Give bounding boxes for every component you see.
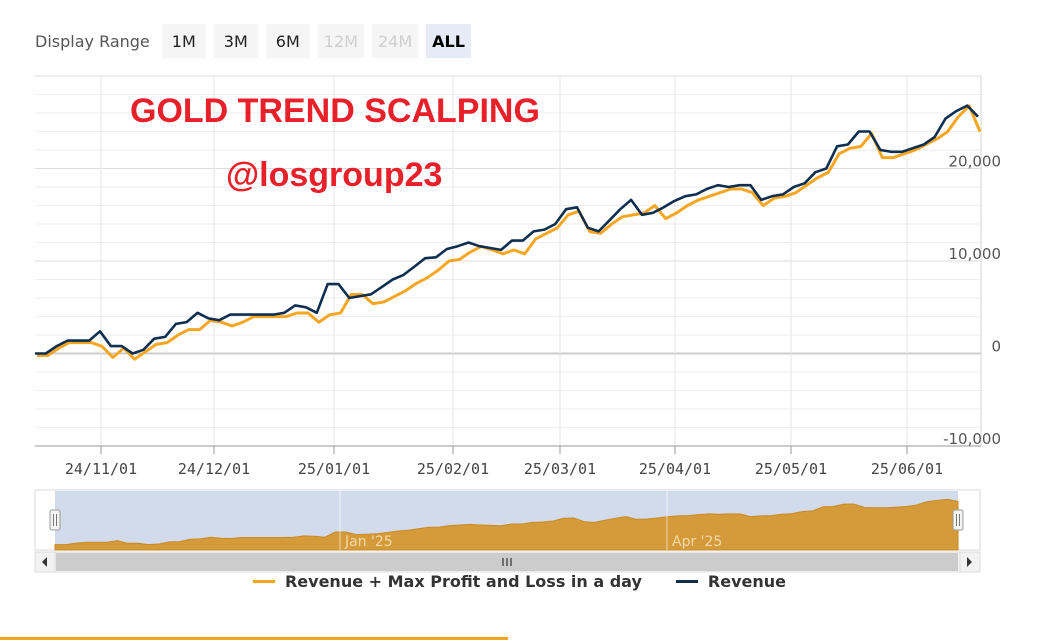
navigator-left-handle[interactable] xyxy=(49,509,61,531)
legend-item-max-pl[interactable]: Revenue + Max Profit and Loss in a day xyxy=(252,571,642,591)
grid-lines xyxy=(35,75,982,447)
legend-label-max-pl: Revenue + Max Profit and Loss in a day xyxy=(284,571,642,591)
overlay-title: GOLD TREND SCALPING xyxy=(130,92,540,130)
x-tick-label: 25/01/01 xyxy=(298,460,370,478)
x-tick-label: 25/02/01 xyxy=(417,460,489,478)
legend-item-revenue[interactable]: Revenue xyxy=(675,571,787,591)
series-max-pl-line xyxy=(37,104,982,361)
navigator-right-handle[interactable] xyxy=(952,509,964,531)
series-revenue-line xyxy=(35,104,979,355)
range-12m-button: 12M xyxy=(317,24,364,58)
navigator-label: Apr '25 xyxy=(672,534,722,550)
chevron-right-icon xyxy=(967,557,972,567)
y-tick-label: 0 xyxy=(991,338,1001,356)
accent-bar xyxy=(0,637,508,640)
navigator-label: Jan '25 xyxy=(344,534,393,550)
y-tick-label: 10,000 xyxy=(949,245,1002,263)
range-3m-button[interactable]: 3M xyxy=(213,24,258,58)
x-tick-label: 25/05/01 xyxy=(755,460,827,478)
chart-legend: Revenue + Max Profit and Loss in a day R… xyxy=(0,568,1039,594)
legend-label-revenue: Revenue xyxy=(707,571,787,591)
overlay-handle: @losgroup23 xyxy=(226,156,442,194)
x-tick-label: 24/11/01 xyxy=(65,460,137,478)
x-axis: 24/11/01 24/12/01 25/01/01 25/02/01 25/03/01… xyxy=(35,445,981,478)
range-1m-button[interactable]: 1M xyxy=(161,24,206,58)
navigator[interactable]: Jan '25 Apr '25 xyxy=(34,489,981,573)
range-6m-button[interactable]: 6M xyxy=(265,24,310,58)
display-range-toolbar: Display Range 1M 3M 6M 12M 24M ALL xyxy=(35,24,471,58)
legend-swatch-revenue xyxy=(675,579,698,583)
y-axis: -10,000 0 10,000 20,000 xyxy=(943,153,1001,449)
x-tick-label: 24/12/01 xyxy=(178,460,250,478)
navigator-area xyxy=(54,498,959,551)
x-tick-label: 25/04/01 xyxy=(639,460,711,478)
chevron-left-icon xyxy=(42,557,47,567)
x-tick-label: 25/03/01 xyxy=(524,460,596,478)
series-lines xyxy=(35,104,982,361)
display-range-label: Display Range xyxy=(35,31,150,51)
range-24m-button: 24M xyxy=(371,24,419,58)
y-tick-label: -10,000 xyxy=(943,430,1001,448)
y-tick-label: 20,000 xyxy=(949,153,1002,171)
x-tick-label: 25/06/01 xyxy=(871,460,943,478)
legend-swatch-max-pl xyxy=(252,579,275,583)
range-all-button[interactable]: ALL xyxy=(426,24,471,58)
